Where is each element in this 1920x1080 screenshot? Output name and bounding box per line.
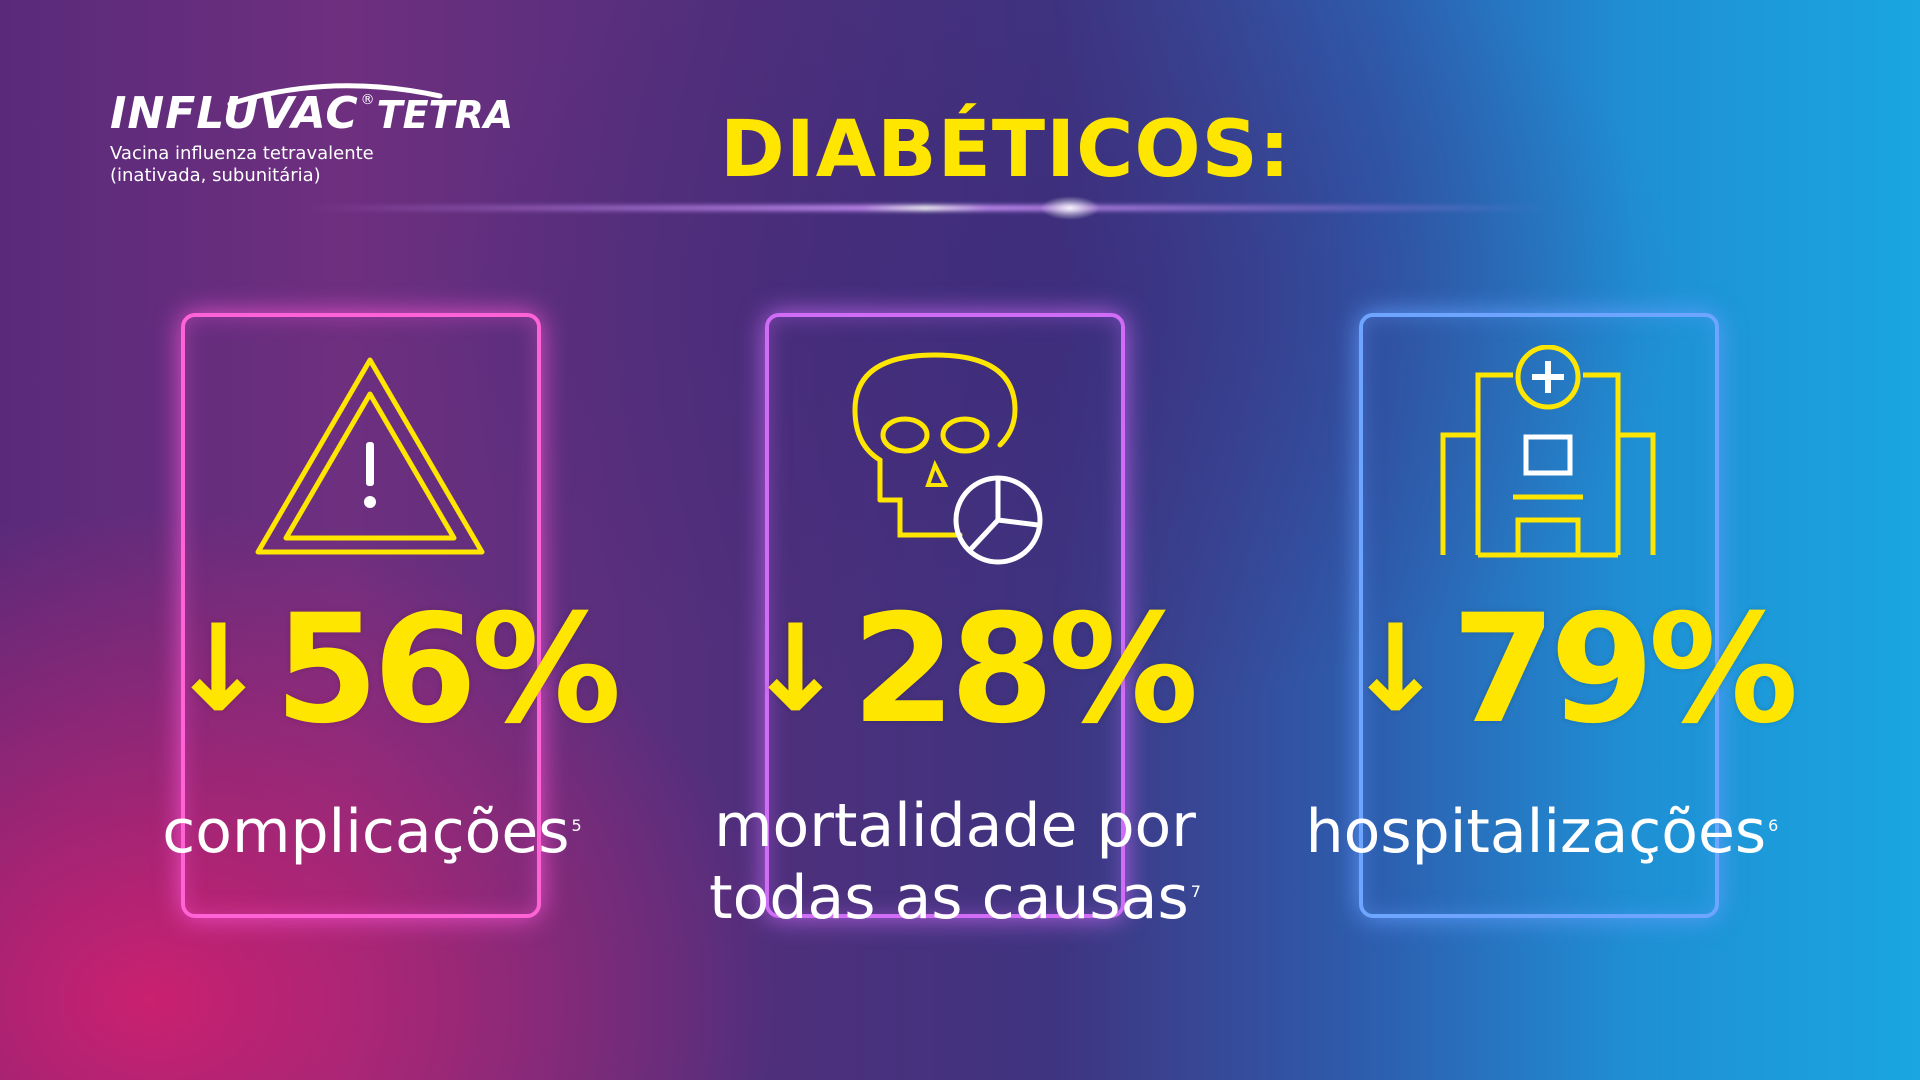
stat-label-text: complicações — [162, 797, 570, 867]
hospital-icon — [1440, 345, 1656, 558]
stat-value: 28% — [851, 583, 1199, 757]
stat-value: 79% — [1451, 583, 1799, 757]
stat-complications: ↓ 56% — [168, 583, 622, 757]
footnote-ref: 7 — [1190, 882, 1201, 901]
stat-mortality: ↓ 28% — [745, 583, 1199, 757]
stat-label-mortality: mortalidade por todas as causas 7 — [705, 793, 1205, 931]
stat-label-hospitalizations: hospitalizações 6 — [1302, 793, 1782, 865]
skull-pie-chart-icon — [852, 352, 1043, 565]
footnote-ref: 6 — [1768, 816, 1779, 835]
stat-label-complications: complicações 5 — [152, 793, 592, 865]
page-title: DIABÉTICOS: — [720, 105, 1292, 195]
down-arrow-icon: ↓ — [1345, 600, 1446, 739]
stat-label-line2: todas as causas — [709, 863, 1189, 933]
down-arrow-icon: ↓ — [745, 600, 846, 739]
title-divider-glow — [300, 205, 1550, 211]
logo-subtitle-line1: Vacina influenza tetravalente — [110, 143, 374, 164]
warning-triangle-icon — [255, 357, 485, 555]
stat-card-hospitalizations — [1359, 313, 1719, 918]
stat-card-mortality — [765, 313, 1125, 918]
logo-arc-icon — [227, 83, 443, 107]
footnote-ref: 5 — [571, 816, 582, 835]
logo-registered-mark: ® — [360, 92, 375, 108]
stat-label-line1: mortalidade por — [714, 791, 1196, 861]
logo-tetra: TETRA — [376, 93, 514, 137]
stat-label-text: hospitalizações — [1305, 797, 1767, 867]
stat-hospitalizations: ↓ 79% — [1345, 583, 1799, 757]
stat-value: 56% — [274, 583, 622, 757]
logo-brand-name: INFLUVAC — [110, 88, 359, 139]
down-arrow-icon: ↓ — [168, 600, 269, 739]
brand-logo: INFLUVAC ®TETRA Vacina influenza tetraval… — [110, 83, 514, 187]
stat-card-complications — [181, 313, 541, 918]
logo-subtitle-line2: (inativada, subunitária) — [110, 165, 321, 186]
title-divider-highlight — [1040, 196, 1100, 220]
